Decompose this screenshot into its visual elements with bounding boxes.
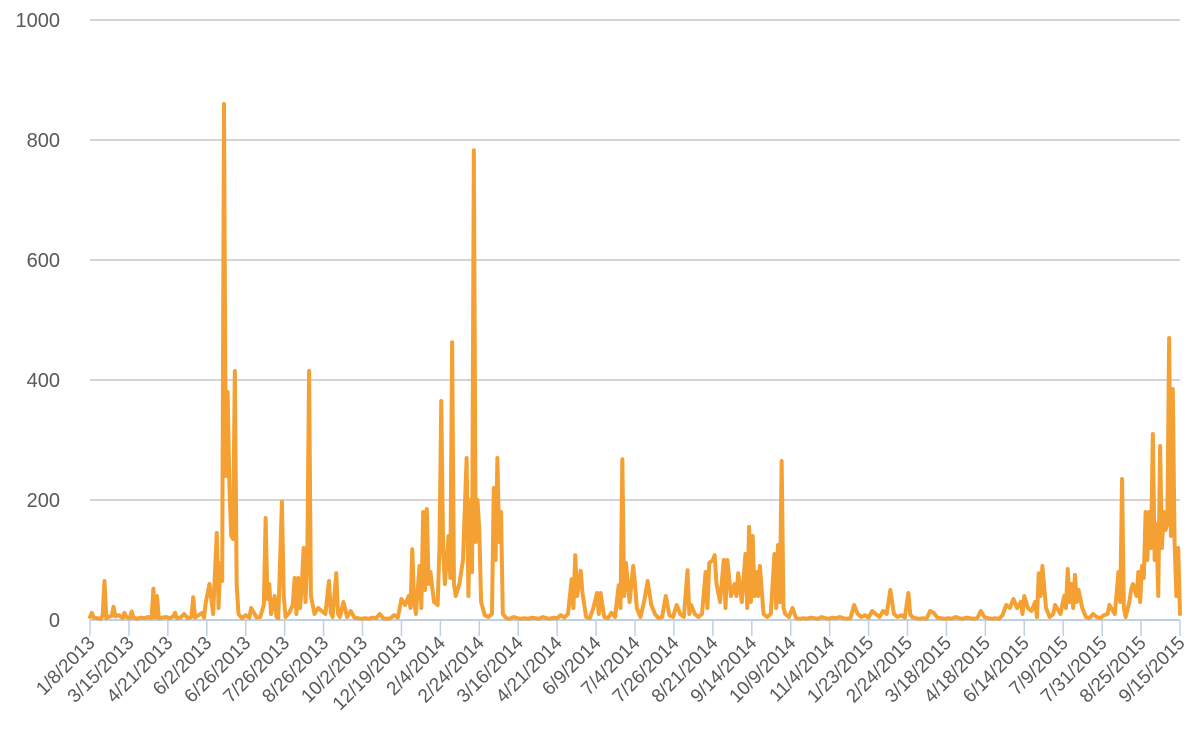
- x-axis-tick-labels: 1/8/20133/15/20134/21/20136/2/20136/26/2…: [32, 632, 1189, 714]
- y-tick-label: 800: [27, 130, 60, 152]
- y-tick-label: 0: [49, 610, 60, 632]
- gridlines: [90, 19, 1180, 501]
- series-line: [88, 102, 1182, 621]
- y-tick-label: 400: [27, 370, 60, 392]
- series-group: [88, 102, 1182, 621]
- y-tick-label: 200: [27, 490, 60, 512]
- x-axis: [89, 619, 1181, 636]
- y-tick-label: 600: [27, 250, 60, 272]
- y-tick-label: 1000: [16, 10, 61, 32]
- y-axis-tick-labels: 0 200 400 600 800 1000: [16, 10, 61, 632]
